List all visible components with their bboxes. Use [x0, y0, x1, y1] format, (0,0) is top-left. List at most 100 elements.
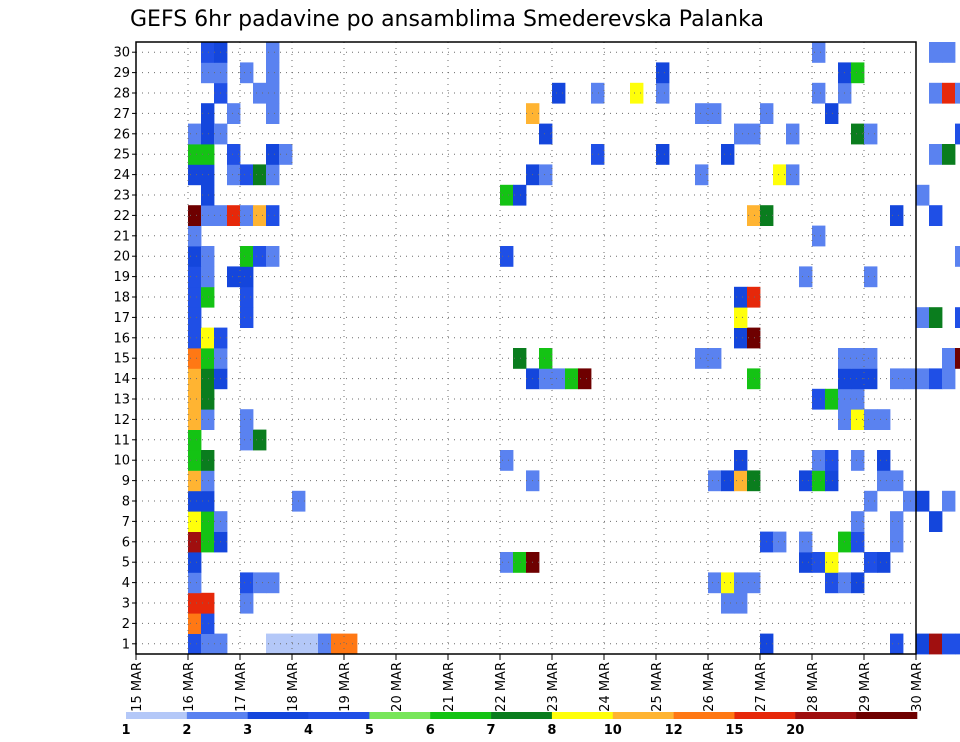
heatmap-cell	[864, 123, 878, 145]
heatmap-cell	[734, 123, 748, 145]
colorbar-label: 20	[786, 723, 804, 738]
heatmap-cell	[266, 164, 280, 186]
x-tick-label: 19 MAR	[338, 662, 353, 712]
colorbar-label: 7	[487, 723, 496, 738]
y-tick-label: 19	[113, 270, 130, 285]
colorbar-label: 10	[604, 723, 622, 738]
heatmap-cell	[201, 184, 215, 206]
heatmap-cell	[266, 82, 280, 104]
heatmap-cell	[201, 490, 215, 512]
heatmap-cell	[188, 327, 202, 349]
colorbar-segment	[491, 712, 553, 719]
colorbar: 1 2 3 4 5 6 7 8 10 12 15 20	[121, 712, 918, 738]
colorbar-label: 8	[547, 723, 556, 738]
heatmap-cell	[851, 450, 865, 471]
heatmap-cell	[253, 246, 267, 267]
x-tick-label: 28 MAR	[806, 662, 821, 712]
heatmap-cell	[955, 246, 960, 267]
heatmap-cell	[708, 348, 722, 369]
heatmap-cell	[877, 409, 891, 430]
x-tick-label: 30 MAR	[910, 662, 925, 712]
colorbar-label: 3	[243, 723, 252, 738]
y-tick-label: 18	[113, 291, 130, 306]
heatmap-cell	[188, 307, 202, 328]
heatmap-cell	[188, 246, 202, 267]
x-tick-label: 22 MAR	[494, 662, 509, 712]
heatmap-cell	[864, 348, 878, 369]
heatmap-cell	[331, 633, 345, 655]
y-tick-label: 25	[113, 148, 130, 163]
heatmap-cell	[188, 552, 202, 573]
heatmap-cell	[734, 327, 748, 349]
heatmap-cell	[812, 470, 826, 492]
heatmap-cell	[201, 470, 215, 492]
heatmap-cell	[188, 429, 202, 451]
colorbar-segment	[612, 712, 674, 719]
colorbar-label: 12	[665, 723, 683, 738]
heatmap-cell	[903, 490, 917, 512]
heatmap-cell	[955, 82, 960, 104]
heatmap-cell	[825, 470, 839, 492]
heatmap-cell	[240, 572, 254, 594]
heatmap-cell	[721, 592, 735, 614]
heatmap-cell	[201, 266, 215, 288]
heatmap-cell	[916, 490, 930, 512]
y-tick-label: 11	[113, 433, 130, 448]
heatmap-cell	[500, 184, 514, 206]
heatmap-cell	[708, 470, 722, 492]
heatmap-cell	[201, 368, 215, 390]
y-tick-label: 26	[113, 127, 130, 142]
y-tick-label: 29	[113, 66, 130, 81]
heatmap-cell	[500, 246, 514, 267]
heatmap-cell	[916, 184, 930, 206]
y-tick-label: 22	[113, 209, 130, 224]
heatmap-cell	[201, 450, 215, 471]
heatmap-cell	[500, 450, 514, 471]
y-tick-label: 21	[113, 229, 130, 244]
heatmap-cell	[812, 225, 826, 247]
heatmap-cell	[266, 103, 280, 124]
heatmap-cell	[201, 592, 215, 614]
heatmap-cell	[721, 572, 735, 594]
y-tick-label: 10	[113, 454, 130, 469]
y-tick-label: 28	[113, 87, 130, 102]
heatmap-cell	[747, 205, 761, 226]
colorbar-label: 6	[426, 723, 435, 738]
heatmap-cell	[734, 307, 748, 328]
heatmap-cell	[864, 552, 878, 573]
heatmap-cell	[747, 572, 761, 594]
heatmap-cell	[513, 552, 527, 573]
heatmap-cell	[227, 164, 241, 186]
heatmap-cell	[591, 82, 605, 104]
heatmap-cell	[799, 470, 813, 492]
heatmap-cell	[656, 144, 670, 165]
x-tick-label: 27 MAR	[754, 662, 769, 712]
heatmap-cell	[864, 368, 878, 390]
y-tick-label: 16	[113, 331, 130, 346]
y-tick-label: 5	[122, 556, 130, 571]
colorbar-label: 4	[304, 723, 313, 738]
heatmap-cell	[266, 633, 280, 655]
y-tick-label: 9	[122, 474, 130, 489]
heatmap-cell	[942, 490, 956, 512]
heatmap-cell	[201, 531, 215, 553]
x-tick-label: 20 MAR	[390, 662, 405, 712]
heatmap-cell	[253, 82, 267, 104]
heatmap-cell	[747, 470, 761, 492]
heatmap-cell	[266, 144, 280, 165]
y-tick-label: 23	[113, 189, 130, 204]
heatmap-cell	[877, 552, 891, 573]
heatmap-cell	[539, 164, 553, 186]
heatmap-cell	[201, 205, 215, 226]
heatmap-cell	[201, 327, 215, 349]
heatmap-cell	[890, 205, 904, 226]
heatmap-cell	[188, 531, 202, 553]
heatmap-cell	[253, 429, 267, 451]
heatmap-cell	[188, 490, 202, 512]
heatmap-cell	[188, 286, 202, 308]
x-tick-label: 21 MAR	[442, 662, 457, 712]
heatmap-cell	[201, 511, 215, 532]
heatmap-cell	[929, 368, 943, 390]
heatmap-cell	[786, 123, 800, 145]
